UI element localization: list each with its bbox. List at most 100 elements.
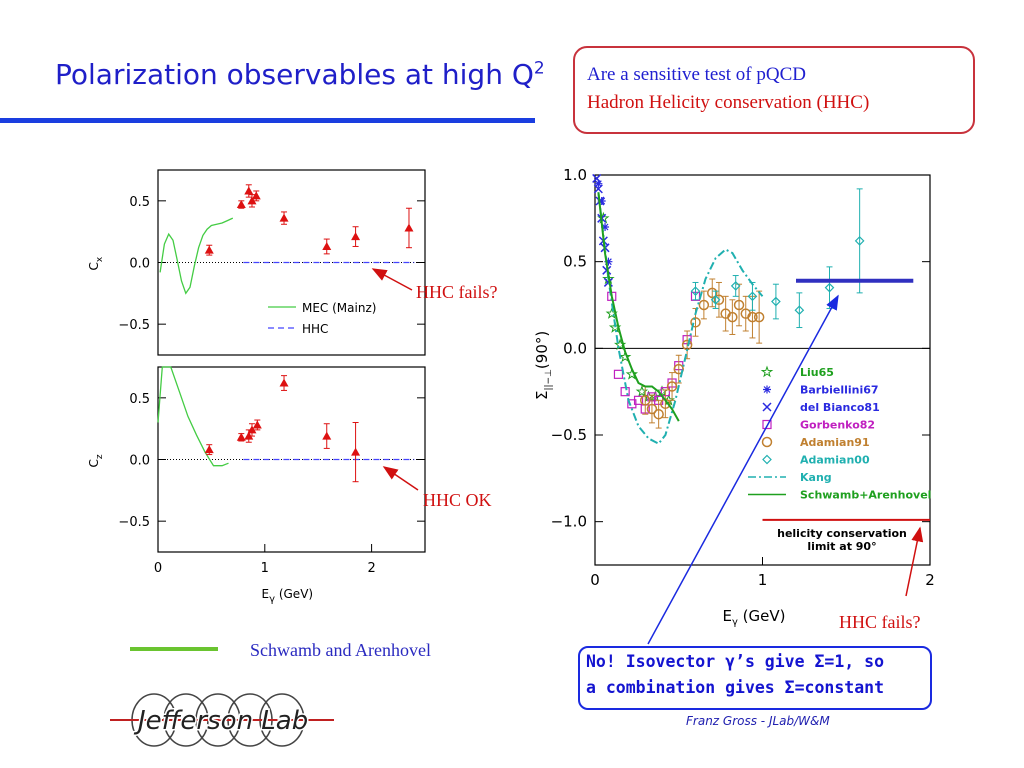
series-data-point xyxy=(322,431,332,440)
note-line-2: a combination gives Σ=constant xyxy=(586,678,885,697)
helicity-annotation: helicity conservation xyxy=(777,527,907,540)
series-data-point xyxy=(244,431,254,440)
series-data-point xyxy=(247,196,257,205)
x-tick-label: 2 xyxy=(925,571,935,589)
x-tick-label: 2 xyxy=(367,561,375,576)
series-adamian91-point xyxy=(747,311,758,323)
series-data-point xyxy=(204,445,214,454)
series-data-point xyxy=(252,420,262,429)
cz-panel: 0.5 0.0 −0.5 0 1 2 Cz Eγ (GeV) xyxy=(87,366,426,605)
series-mec-mainz- xyxy=(159,217,234,295)
series-data-point xyxy=(247,425,257,434)
legend-label: Schwamb+Arenhovel xyxy=(800,489,931,502)
x-tick-label: 0 xyxy=(590,571,600,589)
series-adamian91-point xyxy=(707,287,718,299)
y-tick-label: −0.5 xyxy=(551,426,587,444)
note-line-1: No! Isovector γ’s give Σ=1, so xyxy=(586,652,885,671)
legend-label: MEC (Mainz) xyxy=(302,301,376,315)
callout-arrows xyxy=(371,268,924,645)
series-adamian91-point xyxy=(640,395,651,406)
legend-marker xyxy=(763,385,771,394)
series-adamian91-point xyxy=(666,381,678,392)
series-adamian00-point xyxy=(710,294,721,305)
y-tick-label: 1.0 xyxy=(563,166,587,184)
legend-marker xyxy=(762,454,772,465)
legend-label: Adamian91 xyxy=(800,436,870,449)
legend-label: Liu65 xyxy=(800,366,834,379)
series-liu65-point xyxy=(625,367,638,380)
legend-label: Barbiellini67 xyxy=(800,384,879,397)
x-axis-label: Eγ (GeV) xyxy=(262,587,314,605)
x-tick-label: 1 xyxy=(758,571,768,589)
series-adamian00-point xyxy=(690,286,701,296)
series-adamian91-point xyxy=(698,299,710,311)
legend-label: Gorbenko82 xyxy=(800,419,875,432)
series-del-bianco81-point xyxy=(603,277,613,287)
series-adamian91-point xyxy=(653,408,664,420)
slide-title: Polarization observables at high Q2 xyxy=(55,58,545,91)
schwamb-legend-line xyxy=(130,647,218,651)
series-adamian00-point xyxy=(824,282,835,293)
y-tick-label: 0.5 xyxy=(563,253,587,271)
hhc-fails-label-right: HHC fails? xyxy=(839,612,921,632)
series-adamian00-point xyxy=(747,291,758,302)
x-tick-label: 1 xyxy=(261,561,269,576)
series-adamian00-point xyxy=(854,236,865,246)
legend-label: HHC xyxy=(302,322,328,336)
series-data-point xyxy=(351,232,361,241)
series-adamian91-point xyxy=(713,294,725,306)
x-tick-label: 0 xyxy=(154,561,162,576)
y-tick-label: 0.5 xyxy=(129,195,150,210)
arrow-hhc-ok xyxy=(382,466,419,491)
series-adamian91-point xyxy=(673,363,684,375)
claim-hhc: Hadron Helicity conservation (HHC) xyxy=(587,92,870,113)
y-tick-label: −1.0 xyxy=(551,513,587,531)
y-axis-label: Cz xyxy=(87,454,105,467)
title-underline xyxy=(0,118,535,123)
series-del-bianco81-point xyxy=(593,184,603,194)
series-adamian00-point xyxy=(794,305,805,316)
series-gorbenko82-point xyxy=(613,369,624,379)
y-tick-label: 0.0 xyxy=(563,339,587,357)
series-schwamb-arenhovel xyxy=(597,192,680,422)
series-del-bianco81-point xyxy=(592,173,602,183)
series-gorbenko82-point xyxy=(633,395,644,405)
series-adamian91-point xyxy=(733,299,745,311)
y-tick-label: 0.0 xyxy=(129,257,150,272)
series-adamian91-point xyxy=(646,403,658,415)
series-data-point xyxy=(236,432,246,441)
schwamb-legend-text: Schwamb and Arenhovel xyxy=(250,640,431,660)
series-mec-mainz- xyxy=(157,366,229,467)
svg-text:Jefferson Lab: Jefferson Lab xyxy=(133,706,308,736)
series-barbiellini67-point xyxy=(601,223,610,231)
series-data-point xyxy=(279,378,289,387)
y-tick-label: −0.5 xyxy=(118,318,150,333)
sigma-panel: 1.0 0.5 0.0 −0.5 −1.0 0 1 2 Σ||−⊥(90°) Eγ (GeV) Li… xyxy=(533,166,935,628)
series-barbiellini67-point xyxy=(594,179,603,188)
cx-panel: 0.5 0.0 −0.5 Cx MEC (Mainz) HHC xyxy=(87,169,426,356)
helicity-annotation: limit at 90° xyxy=(807,540,876,553)
claim-pqcd: Are a sensitive test of pQCD xyxy=(587,64,806,85)
series-data-point xyxy=(322,241,332,250)
legend-marker xyxy=(762,419,772,430)
series-data-point xyxy=(251,191,261,200)
series-data-point xyxy=(351,447,361,456)
legend-label: Kang xyxy=(800,471,832,484)
series-barbiellini67-point xyxy=(604,257,613,266)
y-axis-label: Σ||−⊥(90°) xyxy=(533,331,554,400)
y-axis-label: Cx xyxy=(87,256,105,270)
series-data-point xyxy=(204,245,214,254)
series-adamian91-point xyxy=(690,317,701,328)
claims-box: Are a sensitive test of pQCD Hadron Heli… xyxy=(573,46,975,134)
series-data-point xyxy=(244,186,254,195)
legend-marker xyxy=(761,436,773,448)
y-tick-label: −0.5 xyxy=(118,515,150,530)
series-liu65-point xyxy=(618,350,632,363)
series-adamian91-point xyxy=(727,311,738,323)
legend-marker xyxy=(760,365,774,378)
author-credit: Franz Gross - JLab/W&M xyxy=(686,714,830,728)
jefferson-lab-logo: Jefferson Lab xyxy=(110,693,334,747)
arrow-hhc-fails-right xyxy=(905,526,924,597)
x-axis-label: Eγ (GeV) xyxy=(723,607,786,628)
